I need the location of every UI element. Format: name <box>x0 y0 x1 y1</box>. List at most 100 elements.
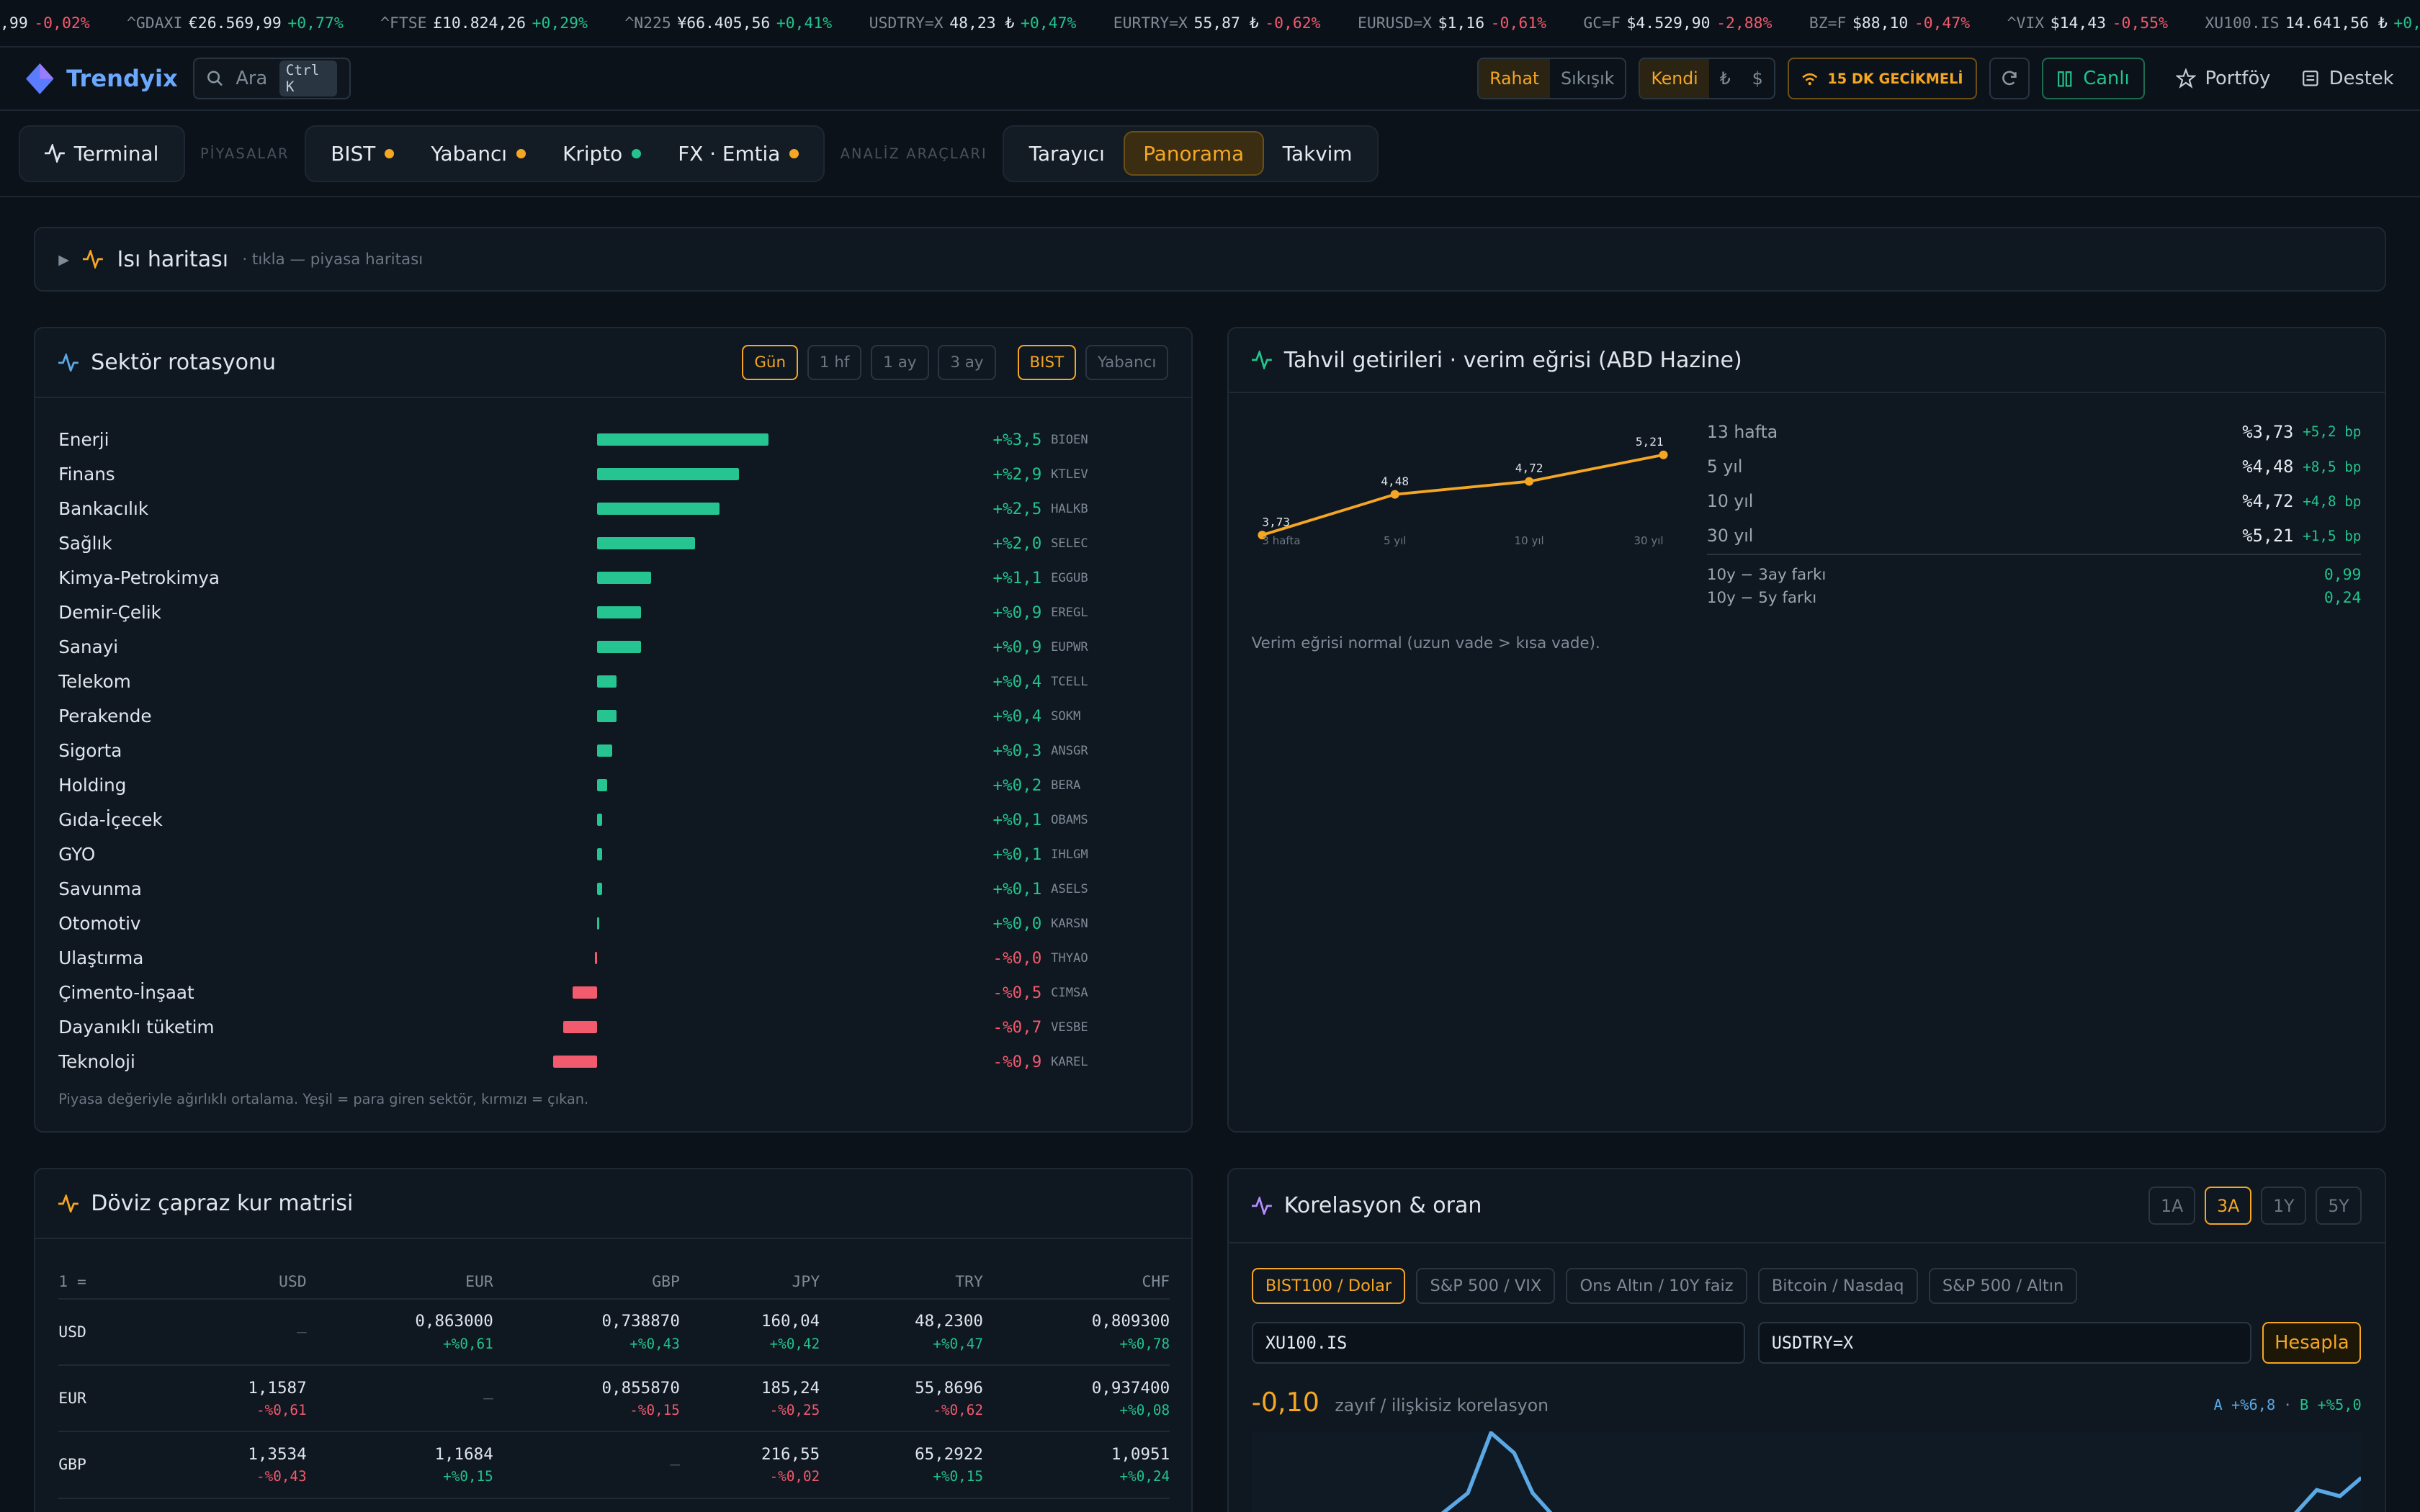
corr-period-button[interactable]: 3A <box>2205 1186 2252 1225</box>
corr-preset-chip[interactable]: Bitcoin / Nasdaq <box>1757 1268 1918 1304</box>
ticker-item[interactable]: ^VIX $14,43 -0,55% <box>2007 14 2168 32</box>
compute-button[interactable]: Hesapla <box>2262 1322 2362 1364</box>
sector-row[interactable]: GYO +%0,1 IHLGM <box>58 837 1168 871</box>
ticker-item[interactable]: 5,99 -0,02% <box>0 14 90 32</box>
sector-row[interactable]: Ulaştırma -%0,0 THYAO <box>58 941 1168 975</box>
fx-rate: 1,3534 <box>248 1444 307 1464</box>
period-button[interactable]: Gün <box>742 344 799 381</box>
fx-cell[interactable]: 1,1587 -%0,61 <box>166 1365 307 1433</box>
nav-tool-1[interactable]: Panorama <box>1123 131 1264 176</box>
nav-tool-0[interactable]: Tarayıcı <box>1028 141 1105 166</box>
ticker-item[interactable]: USDTRY=X 48,23 ₺ +0,47% <box>869 14 1077 32</box>
period-button[interactable]: 1 ay <box>871 344 929 381</box>
fx-cell[interactable]: 0,863000 +%0,61 <box>306 1299 493 1367</box>
symbol-a-input[interactable]: XU100.IS <box>1251 1322 1746 1364</box>
sector-row[interactable]: Otomotiv +%0,0 KARSN <box>58 906 1168 940</box>
fx-cell[interactable]: 185,24 -%0,25 <box>679 1365 820 1433</box>
portfolio-link[interactable]: Portföy <box>2175 68 2270 89</box>
ticker-item[interactable]: BZ=F $88,10 -0,47% <box>1809 14 1970 32</box>
fx-cell[interactable]: 0,937400 +%0,08 <box>982 1365 1170 1433</box>
fx-change: +%0,15 <box>933 1468 983 1485</box>
nav-tool-2[interactable]: Takvim <box>1282 141 1353 166</box>
search-input[interactable]: Ara Ctrl K <box>193 58 351 100</box>
fx-cell[interactable]: 48,2300 +%0,47 <box>820 1299 983 1367</box>
sector-row[interactable]: Sigorta +%0,3 ANSGR <box>58 734 1168 768</box>
fx-cell[interactable]: 55,8696 -%0,62 <box>820 1365 983 1433</box>
sector-row[interactable]: Gıda-İçecek +%0,1 OBAMS <box>58 803 1168 837</box>
density-comfortable[interactable]: Rahat <box>1479 59 1551 99</box>
yield-point[interactable] <box>1258 531 1267 540</box>
corr-preset-chip[interactable]: S&P 500 / VIX <box>1416 1268 1556 1304</box>
corr-period-button[interactable]: 1A <box>2148 1186 2196 1225</box>
support-link[interactable]: Destek <box>2301 68 2394 89</box>
nav-markets-label: PİYASALAR <box>200 145 290 162</box>
ticker-item[interactable]: EURTRY=X 55,87 ₺ -0,62% <box>1113 14 1321 32</box>
yield-point[interactable] <box>1525 477 1534 486</box>
delay-badge: 15 DK GECİKMELİ <box>1787 58 1977 100</box>
nav-terminal[interactable]: Terminal <box>26 131 177 176</box>
sector-filter-buttons: Gün 1 hf 1 ay 3 ay BIST Yabancı <box>742 344 1169 381</box>
symbol-b-input[interactable]: USDTRY=X <box>1757 1322 2252 1364</box>
fx-cell[interactable]: 0,855870 -%0,15 <box>493 1365 680 1433</box>
sector-row[interactable]: Dayanıklı tüketim -%0,7 VESBE <box>58 1010 1168 1044</box>
sector-row[interactable]: Çimento-İnşaat -%0,5 CIMSA <box>58 976 1168 1009</box>
sector-row[interactable]: Perakende +%0,4 SOKM <box>58 699 1168 733</box>
market-button[interactable]: Yabancı <box>1085 344 1169 381</box>
correlation-panel: Korelasyon & oran 1A 3A 1Y 5Y BIST100 / Dol… <box>1227 1168 2386 1512</box>
ticker-item[interactable]: ^N225 ¥66.405,56 +0,41% <box>624 14 832 32</box>
corr-preset-chip[interactable]: S&P 500 / Altın <box>1928 1268 2078 1304</box>
sector-header: Sektör rotasyonu Gün 1 hf 1 ay 3 ay BIST Yaba… <box>35 328 1192 398</box>
nav-market-0[interactable]: BIST <box>313 131 413 176</box>
ticker-item[interactable]: XU100.IS 14.641,56 ₺ +0,4 <box>2205 14 2420 32</box>
sector-row[interactable]: Demir-Çelik +%0,9 EREGL <box>58 595 1168 629</box>
sector-row[interactable]: Sanayi +%0,9 EUPWR <box>58 630 1168 664</box>
ticker-item[interactable]: EURUSD=X $1,16 -0,61% <box>1358 14 1546 32</box>
sector-row[interactable]: Finans +%2,9 KTLEV <box>58 457 1168 491</box>
sector-row[interactable]: Enerji +%3,5 BIOEN <box>58 423 1168 456</box>
yield-curve-line <box>1262 454 1664 537</box>
refresh-button[interactable] <box>1989 58 2030 100</box>
period-button[interactable]: 1 hf <box>807 344 862 381</box>
sector-change: +%3,5 <box>992 430 1042 449</box>
currency-try[interactable]: ₺ <box>1719 68 1731 89</box>
fx-cell[interactable]: 0,738870 +%0,43 <box>493 1299 680 1367</box>
nav-tools-label: ANALİZ ARAÇLARI <box>840 145 987 162</box>
fx-cell[interactable]: 1,0951 +%0,24 <box>982 1431 1170 1499</box>
sector-row[interactable]: Sağlık +%2,0 SELEC <box>58 526 1168 560</box>
sector-row[interactable]: Teknoloji -%0,9 KAREL <box>58 1045 1168 1079</box>
ticker-item[interactable]: ^GDAXI €26.569,99 +0,77% <box>127 14 344 32</box>
currency-native[interactable]: Kendi <box>1640 59 1709 99</box>
sector-row[interactable]: Savunma +%0,1 ASELS <box>58 872 1168 906</box>
fx-cell[interactable]: 65,2922 +%0,15 <box>820 1431 983 1499</box>
period-button[interactable]: 3 ay <box>938 344 996 381</box>
nav-market-2[interactable]: Kripto <box>544 131 659 176</box>
corr-period-button[interactable]: 1Y <box>2261 1186 2307 1225</box>
pulse-icon <box>1251 351 1272 370</box>
ticker-item[interactable]: GC=F $4.529,90 -2,88% <box>1583 14 1772 32</box>
sector-row[interactable]: Kimya-Petrokimya +%1,1 EGGUB <box>58 561 1168 595</box>
corr-preset-chip[interactable]: Ons Altın / 10Y faiz <box>1566 1268 1747 1304</box>
fx-cell[interactable]: 216,55 -%0,02 <box>679 1431 820 1499</box>
fx-cell[interactable]: 160,04 +%0,42 <box>679 1299 820 1367</box>
fx-cell[interactable]: 0,809300 +%0,78 <box>982 1299 1170 1367</box>
live-button[interactable]: Canlı <box>2041 58 2145 100</box>
density-compact[interactable]: Sıkışık <box>1561 68 1615 89</box>
yield-point[interactable] <box>1390 490 1399 499</box>
corr-period-button[interactable]: 5Y <box>2316 1186 2362 1225</box>
fx-rate: 185,24 <box>761 1378 820 1398</box>
yield-point[interactable] <box>1659 450 1668 459</box>
sector-row[interactable]: Telekom +%0,4 TCELL <box>58 665 1168 698</box>
expand-caret-icon[interactable]: ▶ <box>58 251 70 268</box>
fx-cell[interactable]: 1,1684 +%0,15 <box>306 1431 493 1499</box>
sector-row[interactable]: Holding +%0,2 BERA <box>58 768 1168 802</box>
sector-row[interactable]: Bankacılık +%2,5 HALKB <box>58 492 1168 526</box>
ticker-item[interactable]: ^FTSE £10.824,26 +0,29% <box>380 14 588 32</box>
brand-logo[interactable]: Trendyix <box>26 63 178 94</box>
nav-market-1[interactable]: Yabancı <box>413 131 544 176</box>
heatmap-panel[interactable]: ▶ Isı haritası · tıkla — piyasa haritası <box>34 227 2386 292</box>
fx-cell[interactable]: 1,3534 -%0,43 <box>166 1431 307 1499</box>
market-button[interactable]: BIST <box>1017 344 1077 381</box>
corr-preset-chip[interactable]: BIST100 / Dolar <box>1251 1268 1406 1304</box>
currency-usd[interactable]: $ <box>1752 68 1763 89</box>
nav-market-3[interactable]: FX · Emtia <box>660 131 817 176</box>
